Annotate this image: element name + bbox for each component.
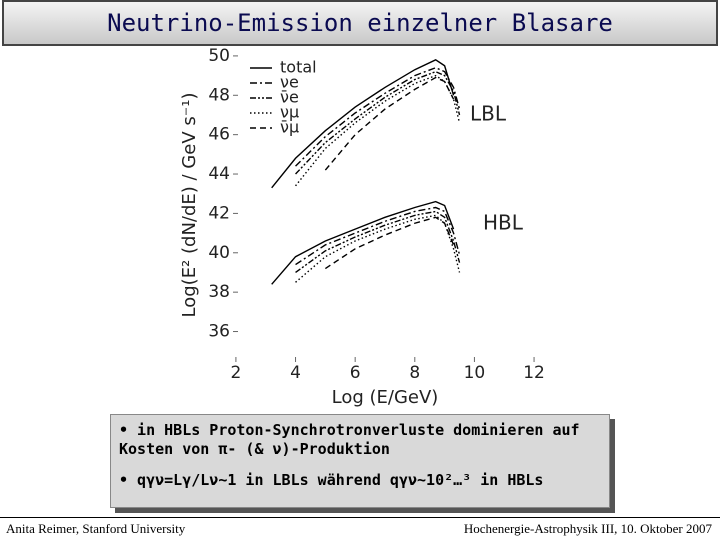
series-line <box>294 74 461 187</box>
x-tick-label: 12 <box>523 363 545 383</box>
footer-left: Anita Reimer, Stanford University <box>6 521 186 536</box>
y-tick-label: 42 <box>208 203 230 223</box>
legend-label: ν̄μ <box>280 118 299 137</box>
y-tick-label: 46 <box>208 125 230 145</box>
y-tick-label: 50 <box>208 46 230 66</box>
x-tick-label: 2 <box>230 363 241 383</box>
y-tick-label: 36 <box>208 322 230 342</box>
footer-right: Hochenergie-Astrophysik III, 10. Oktober… <box>463 521 712 536</box>
x-tick-label: 8 <box>409 363 420 383</box>
legend-label: νμ <box>280 103 299 122</box>
series-line <box>295 214 461 283</box>
series-line <box>295 70 461 175</box>
legend-label: total <box>280 58 317 77</box>
series-line <box>295 210 461 274</box>
bullet: • qγν=Lγ/Lν~1 in LBLs während qγν~10²…³ … <box>119 471 544 489</box>
series-line <box>324 216 455 270</box>
bullet-box: • in HBLs Proton-Synchrotronverluste dom… <box>110 414 610 508</box>
y-tick-label: 38 <box>208 282 230 302</box>
legend-label: ν̄e <box>280 88 299 107</box>
group-label: HBL <box>483 211 524 235</box>
slide-title: Neutrino-Emission einzelner Blasare <box>2 0 718 46</box>
x-tick-label: 4 <box>290 363 301 383</box>
x-tick-label: 10 <box>464 363 486 383</box>
series-line <box>295 66 461 167</box>
legend-label: νe <box>280 73 299 92</box>
y-axis-label: Log(E² (dN/dE) / GeV s⁻¹) <box>179 93 200 318</box>
series-line <box>271 200 455 285</box>
series-line <box>324 76 455 171</box>
x-axis-label: Log (E/GeV) <box>332 387 439 408</box>
group-label: LBL <box>470 102 507 126</box>
footer-rule <box>0 517 720 518</box>
y-tick-label: 40 <box>208 243 230 263</box>
bullet: • in HBLs Proton-Synchrotronverluste dom… <box>119 421 580 458</box>
series-line <box>271 59 455 189</box>
series-line <box>295 206 461 266</box>
x-tick-label: 6 <box>350 363 361 383</box>
y-tick-label: 48 <box>208 85 230 105</box>
y-tick-label: 44 <box>208 164 230 184</box>
